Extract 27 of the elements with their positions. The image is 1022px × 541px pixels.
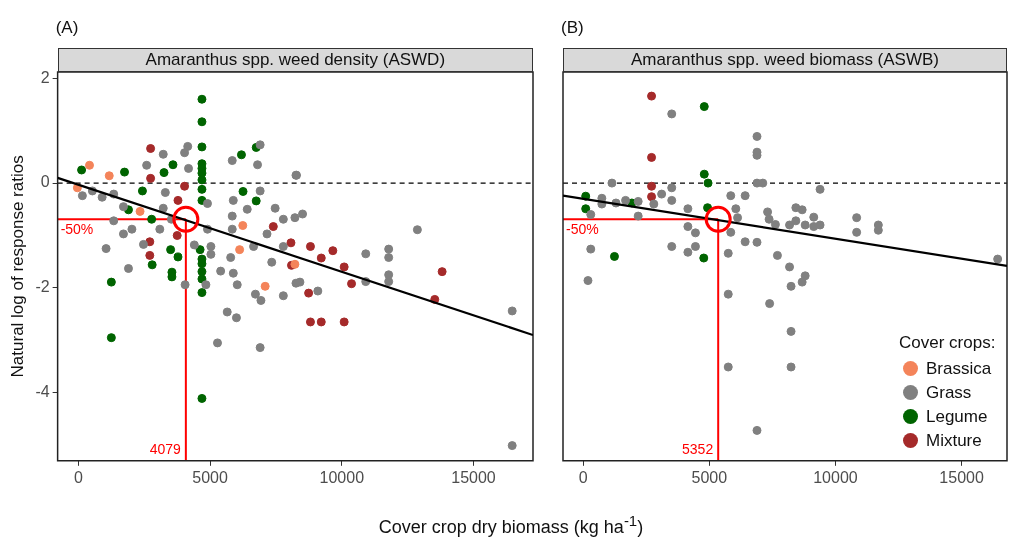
y-tick-label: -4 (35, 383, 50, 401)
legend-label: Mixture (926, 430, 982, 451)
y-tick-label: 2 (40, 68, 50, 86)
x-tick-label: 15000 (939, 468, 984, 486)
chart-title: Amaranthus spp. weed density (ASWD) (57, 48, 533, 72)
annotation: -50% (60, 221, 94, 238)
legend-label: Legume (926, 406, 988, 427)
x-tick-label: 0 (73, 468, 83, 486)
x-tick-label: 10000 (319, 468, 365, 486)
x-tick-label: 10000 (813, 468, 858, 486)
annotation: 4079 (149, 440, 182, 457)
y-tick-label: -2 (35, 278, 50, 296)
x-tick-label: 5000 (691, 468, 728, 486)
x-axis-title: Cover crop dry biomass (kg ha$^{-1}$) (377, 512, 645, 538)
annotation: 5352 (682, 440, 714, 457)
legend-label: Brassica (926, 358, 992, 379)
legend-label: Grass (926, 382, 972, 403)
text: (B) (561, 18, 584, 38)
x-tick-label: 5000 (192, 468, 229, 486)
chart-title: Amaranthus spp. weed biomass (ASWB) (563, 48, 1007, 72)
y-axis-title: Natural log of response ratios (7, 155, 27, 378)
legend-title: Cover crops: (899, 332, 996, 353)
x-tick-label: 15000 (451, 468, 496, 486)
text: (A) (55, 18, 79, 38)
x-tick-label: 0 (578, 468, 588, 486)
annotation: -50% (566, 221, 599, 238)
y-tick-label: 0 (40, 173, 50, 191)
